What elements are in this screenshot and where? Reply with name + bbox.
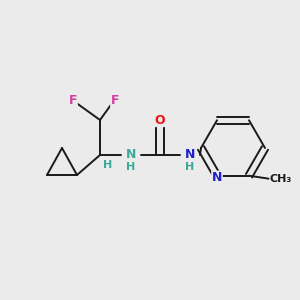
Text: O: O xyxy=(155,113,165,127)
Text: H: H xyxy=(185,162,195,172)
Text: N: N xyxy=(185,148,195,160)
Text: H: H xyxy=(103,160,112,170)
Text: H: H xyxy=(126,162,136,172)
Text: CH₃: CH₃ xyxy=(270,174,292,184)
Text: N: N xyxy=(212,171,222,184)
Text: N: N xyxy=(126,148,136,160)
Text: F: F xyxy=(111,94,119,107)
Text: F: F xyxy=(69,94,77,107)
